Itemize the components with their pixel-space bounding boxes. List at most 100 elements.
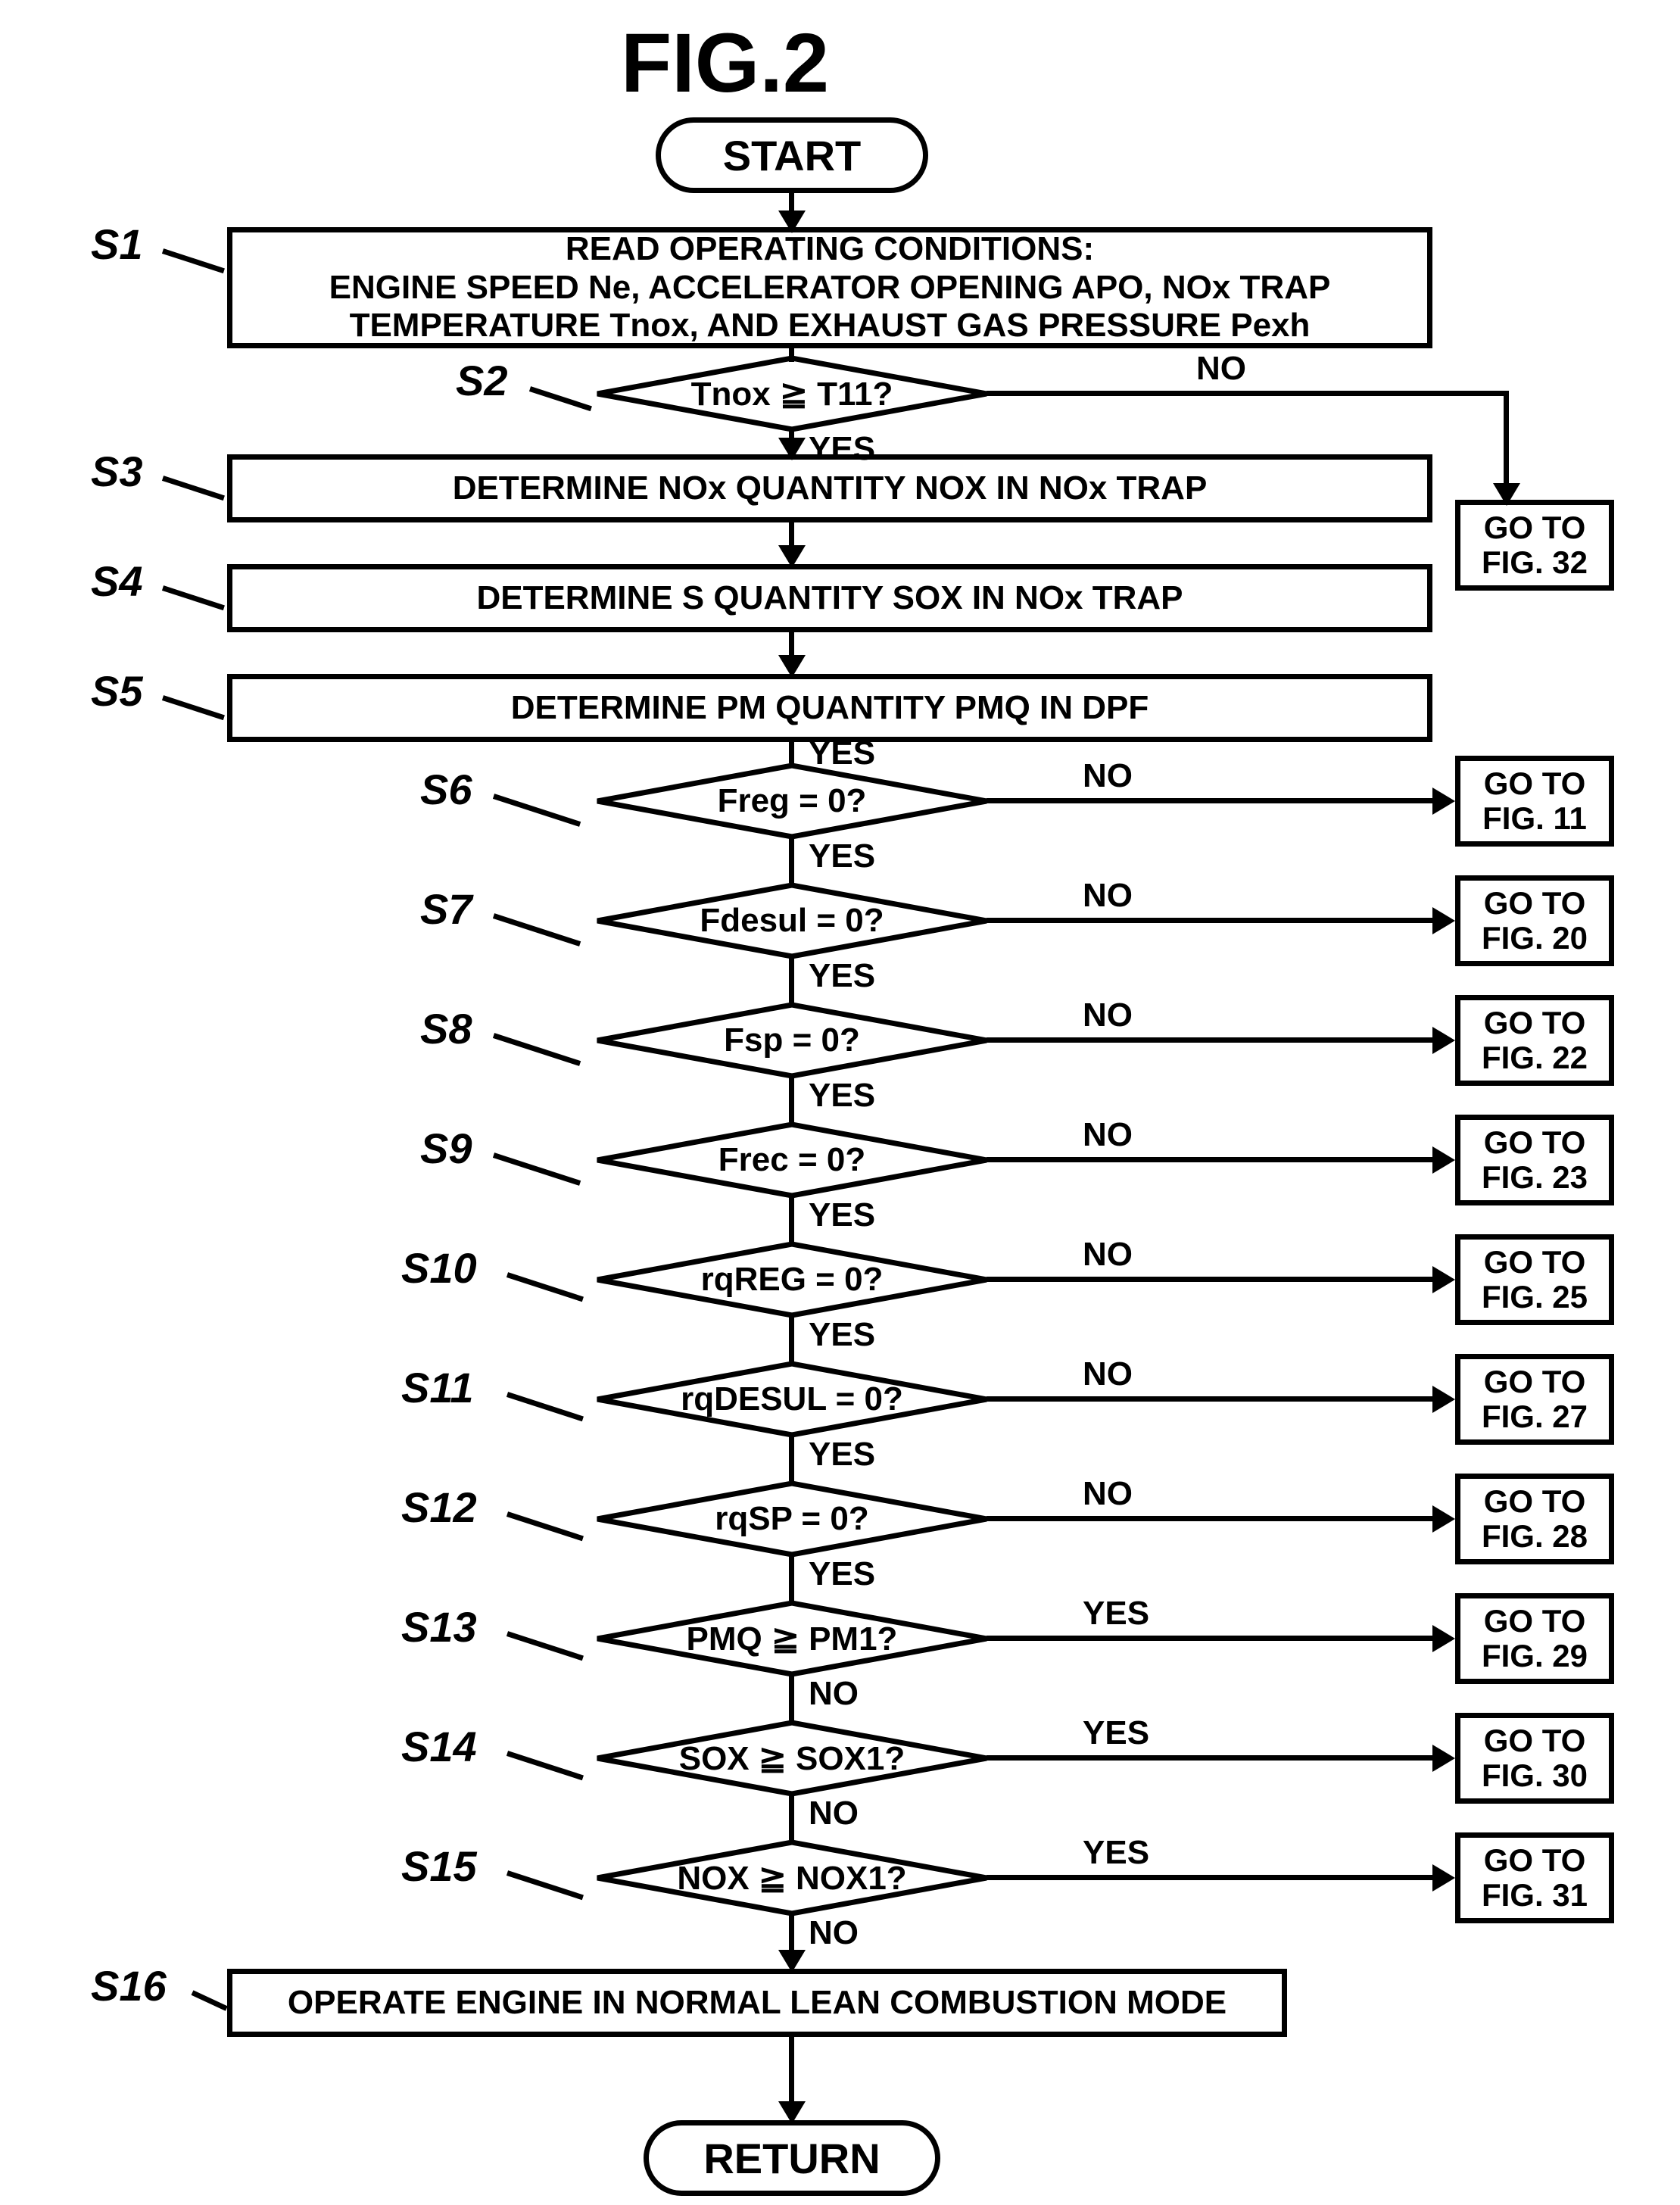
process-operate-normal: OPERATE ENGINE IN NORMAL LEAN COMBUSTION…: [227, 1969, 1287, 2037]
edge-yes: YES: [1083, 1595, 1149, 1633]
goto-fig27: GO TO FIG. 27: [1455, 1354, 1614, 1445]
flow-line: [986, 1396, 1437, 1402]
goto-fig28: GO TO FIG. 28: [1455, 1474, 1614, 1564]
flow-line: [986, 1636, 1437, 1641]
step-tick: [162, 476, 225, 501]
edge-no: NO: [1083, 877, 1133, 915]
decision-frec: Frec = 0?: [595, 1122, 989, 1198]
arrow-icon: [1432, 1386, 1455, 1413]
step-label-s3: S3: [91, 447, 143, 496]
step-tick: [493, 1152, 581, 1186]
flow-line: [789, 956, 794, 1003]
edge-no: NO: [1083, 757, 1133, 795]
step-label-s2: S2: [456, 356, 508, 405]
step-tick: [506, 1751, 584, 1780]
decision-rqdesul: rqDESUL = 0?: [595, 1361, 989, 1437]
edge-no: NO: [809, 1795, 859, 1832]
step-label-s5: S5: [91, 666, 143, 716]
step-label-s8: S8: [420, 1004, 472, 1053]
goto-fig32: GO TO FIG. 32: [1455, 500, 1614, 591]
goto-fig30: GO TO FIG. 30: [1455, 1713, 1614, 1804]
arrow-icon: [1432, 1027, 1455, 1054]
decision-fsp: Fsp = 0?: [595, 1003, 989, 1078]
flow-line: [789, 2037, 794, 2105]
step-label-s16: S16: [91, 1961, 167, 2010]
edge-yes: YES: [809, 957, 875, 995]
process-determine-sox: DETERMINE S QUANTITY SOX IN NOx TRAP: [227, 564, 1432, 632]
edge-no: NO: [1083, 996, 1133, 1034]
step-tick: [493, 794, 581, 827]
flow-line: [986, 1875, 1437, 1880]
edge-no: NO: [1083, 1236, 1133, 1274]
step-label-s13: S13: [401, 1602, 477, 1651]
flow-line: [789, 837, 794, 883]
step-label-s4: S4: [91, 557, 143, 606]
arrow-icon: [1432, 907, 1455, 934]
step-label-s14: S14: [401, 1722, 477, 1771]
step-label-s6: S6: [420, 765, 472, 814]
flow-line: [986, 1755, 1437, 1761]
process-determine-pmq: DETERMINE PM QUANTITY PMQ IN DPF: [227, 674, 1432, 742]
arrow-icon: [1432, 788, 1455, 815]
goto-fig22: GO TO FIG. 22: [1455, 995, 1614, 1086]
goto-fig25: GO TO FIG. 25: [1455, 1234, 1614, 1325]
step-label-s12: S12: [401, 1483, 477, 1532]
decision-fdesul: Fdesul = 0?: [595, 883, 989, 959]
step-tick: [493, 1033, 581, 1066]
step-tick: [162, 248, 225, 273]
edge-yes: YES: [1083, 1714, 1149, 1752]
decision-pmq: PMQ ≧ PM1?: [595, 1601, 989, 1676]
step-tick: [506, 1870, 584, 1900]
edge-no: NO: [1196, 350, 1246, 388]
edge-no: NO: [1083, 1475, 1133, 1513]
arrow-icon: [1432, 1146, 1455, 1174]
flow-line: [789, 742, 794, 763]
step-tick: [162, 695, 225, 720]
step-label-s11: S11: [401, 1363, 473, 1412]
arrow-icon: [1432, 1266, 1455, 1293]
edge-yes: YES: [809, 837, 875, 875]
decision-rqreg: rqREG = 0?: [595, 1242, 989, 1318]
arrow-icon: [1432, 1505, 1455, 1533]
flow-line: [986, 1037, 1437, 1043]
flow-line: [1504, 391, 1509, 489]
step-label-s10: S10: [401, 1243, 477, 1293]
arrow-icon: [1432, 1625, 1455, 1652]
edge-yes: YES: [809, 1196, 875, 1234]
arrow-icon: [1432, 1745, 1455, 1772]
step-tick: [506, 1631, 584, 1661]
goto-fig31: GO TO FIG. 31: [1455, 1832, 1614, 1923]
edge-yes: YES: [809, 1555, 875, 1593]
goto-fig20: GO TO FIG. 20: [1455, 875, 1614, 966]
flow-line: [789, 1315, 794, 1361]
process-read-conditions: READ OPERATING CONDITIONS: ENGINE SPEED …: [227, 227, 1432, 348]
edge-no: NO: [809, 1675, 859, 1713]
flow-line: [789, 1794, 794, 1840]
edge-yes: YES: [1083, 1834, 1149, 1872]
decision-rqsp: rqSP = 0?: [595, 1481, 989, 1557]
step-label-s15: S15: [401, 1842, 477, 1891]
flow-line: [789, 1196, 794, 1242]
step-label-s9: S9: [420, 1124, 472, 1173]
flow-line: [986, 1516, 1437, 1521]
step-label-s7: S7: [420, 884, 472, 934]
goto-fig29: GO TO FIG. 29: [1455, 1593, 1614, 1684]
flow-line: [986, 798, 1437, 803]
step-tick: [506, 1392, 584, 1421]
flow-line: [986, 1277, 1437, 1282]
decision-nox: NOX ≧ NOX1?: [595, 1840, 989, 1916]
decision-freg: Freg = 0?: [595, 763, 989, 839]
edge-yes: YES: [809, 1316, 875, 1354]
edge-yes: YES: [809, 1077, 875, 1115]
step-tick: [192, 1990, 228, 2010]
flow-line: [789, 1555, 794, 1601]
edge-no: NO: [1083, 1355, 1133, 1393]
arrow-icon: [1432, 1864, 1455, 1892]
step-tick: [493, 913, 581, 947]
figure-title: FIG.2: [621, 15, 829, 111]
process-determine-nox: DETERMINE NOx QUANTITY NOX IN NOx TRAP: [227, 454, 1432, 522]
step-tick: [506, 1511, 584, 1541]
terminal-return: RETURN: [644, 2120, 940, 2196]
terminal-start: START: [656, 117, 928, 193]
step-tick: [506, 1272, 584, 1302]
